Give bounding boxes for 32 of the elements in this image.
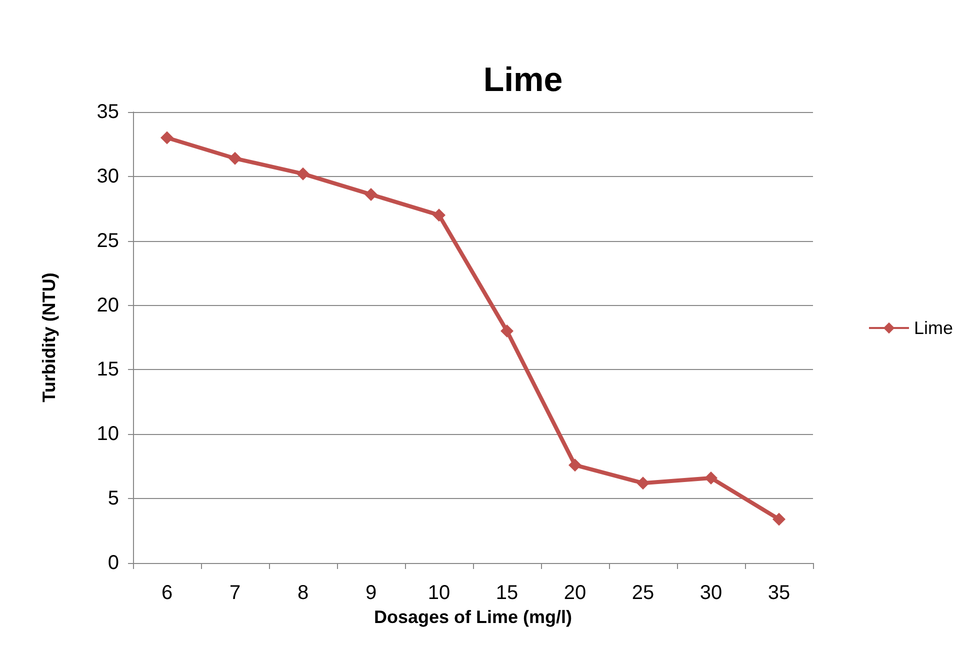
y-tick-label: 0 [108, 552, 119, 574]
y-axis-title: Turbidity (NTU) [39, 272, 59, 402]
x-tick-label: 30 [700, 582, 722, 604]
point [296, 167, 310, 180]
x-tick-label: 7 [229, 582, 241, 604]
x-tick-label: 9 [365, 582, 377, 604]
point [160, 131, 174, 144]
x-tick-label: 20 [564, 582, 586, 604]
point [364, 188, 378, 201]
point [228, 152, 242, 165]
point [568, 458, 582, 472]
x-tick-label: 15 [496, 582, 518, 604]
x-tick-label: 25 [632, 582, 654, 604]
x-tick-label: 6 [161, 582, 173, 604]
x-axis-title: Dosages of Lime (mg/l) [374, 606, 572, 627]
point [500, 324, 514, 338]
x-tick-label: 10 [428, 582, 450, 604]
y-tick-label: 25 [96, 230, 119, 252]
y-tick-label: 30 [96, 165, 119, 188]
x-tick-label: 35 [768, 582, 790, 604]
y-tick-label: 5 [108, 488, 119, 510]
y-tick-label: 20 [96, 294, 119, 316]
y-tick-label: 10 [96, 423, 119, 446]
chart-title: Lime [483, 61, 563, 99]
point [772, 512, 786, 526]
y-tick-label: 35 [96, 101, 119, 123]
point [636, 476, 650, 490]
x-tick-label: 8 [297, 582, 309, 604]
point [432, 208, 446, 222]
point [704, 471, 718, 484]
legend-label: Lime [914, 318, 953, 338]
y-tick-label: 15 [96, 358, 119, 381]
